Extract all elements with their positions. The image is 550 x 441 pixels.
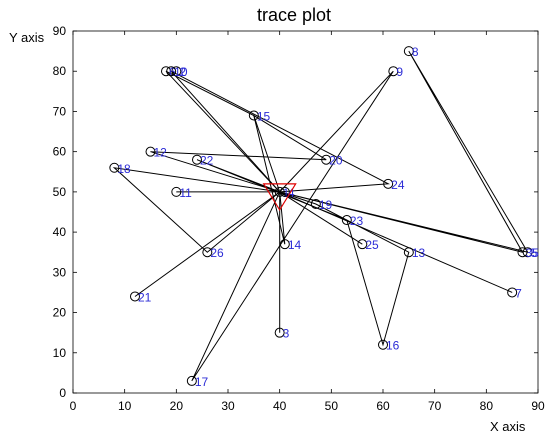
y-tick-label: 50	[53, 185, 67, 199]
point-marker	[357, 239, 368, 250]
route-line	[112, 167, 281, 253]
y-axis-label: Y axis	[9, 30, 45, 45]
y-tick-label: 10	[53, 346, 67, 360]
point-marker	[186, 375, 197, 386]
point-label: 21	[138, 290, 152, 304]
point-marker	[310, 198, 321, 209]
point-marker	[109, 162, 120, 173]
point-label: 2	[179, 65, 186, 79]
y-tick-label: 30	[53, 265, 67, 279]
y-tick-label: 70	[53, 104, 67, 118]
chart-title: trace plot	[257, 5, 331, 25]
point-label: 26	[210, 246, 224, 260]
point-label: 25	[365, 238, 379, 252]
point-label: 24	[391, 178, 405, 192]
y-tick-label: 0	[59, 386, 66, 400]
point-label: 10	[174, 65, 188, 79]
x-tick-label: 10	[118, 399, 132, 413]
point-label: 7	[515, 286, 522, 300]
route-line	[170, 70, 390, 193]
point-marker	[166, 66, 177, 77]
point-marker	[403, 46, 414, 57]
route-points: 1234567891011121314151617181920212223242…	[109, 45, 540, 389]
point-marker	[161, 66, 171, 77]
point-label: 8	[412, 45, 419, 59]
x-tick-label: 40	[273, 399, 287, 413]
route-line	[196, 159, 410, 347]
x-tick-label: 60	[376, 399, 390, 413]
point-marker	[383, 178, 394, 189]
point-label: 5	[531, 246, 538, 260]
depot-marker	[262, 183, 297, 212]
y-tick-label: 20	[53, 306, 67, 320]
x-tick-label: 80	[480, 399, 494, 413]
point-label: 4	[288, 186, 295, 200]
point-marker	[248, 110, 259, 121]
x-tick-label: 30	[221, 399, 235, 413]
point-marker	[522, 247, 533, 258]
point-marker	[192, 154, 202, 165]
point-marker	[171, 66, 182, 77]
point-label: 19	[319, 198, 333, 212]
point-marker	[378, 339, 388, 350]
point-marker	[403, 247, 414, 258]
point-label: 9	[396, 65, 403, 79]
point-label: 35	[526, 246, 540, 260]
route-line	[191, 70, 394, 382]
point-label: 22	[200, 154, 214, 168]
route-line	[279, 50, 529, 253]
y-tick-label: 90	[53, 24, 67, 38]
y-tick-label: 60	[53, 145, 67, 159]
point-marker	[341, 215, 352, 226]
y-tick-label: 40	[53, 225, 67, 239]
point-marker	[145, 146, 156, 157]
point-label: 14	[288, 238, 302, 252]
y-tick-label: 80	[53, 64, 67, 78]
point-marker	[202, 247, 213, 258]
point-label: 1	[283, 186, 290, 200]
point-marker	[388, 66, 399, 77]
point-marker	[274, 186, 285, 197]
point-label: 6	[169, 65, 176, 79]
point-label: 20	[329, 154, 343, 168]
point-label: 23	[350, 214, 364, 228]
plot-frame	[72, 30, 539, 394]
x-tick-label: 0	[70, 399, 77, 413]
route-line	[279, 191, 513, 293]
point-marker	[321, 154, 332, 165]
depot-triangle	[262, 183, 297, 212]
route-line	[165, 70, 286, 245]
point-marker	[130, 291, 140, 302]
x-axis-label: X axis	[490, 419, 526, 434]
x-tick-label: 20	[170, 399, 184, 413]
point-label: 17	[195, 375, 209, 389]
point-marker	[279, 239, 290, 250]
point-marker	[279, 186, 290, 197]
point-label: 3	[283, 327, 290, 341]
x-tick-label: 50	[325, 399, 339, 413]
point-marker	[274, 327, 285, 338]
point-label: 13	[412, 246, 426, 260]
x-tick-label: 70	[428, 399, 442, 413]
point-marker	[517, 247, 528, 258]
x-tick-label: 90	[531, 399, 545, 413]
point-label: 11	[179, 186, 192, 200]
route-line	[134, 191, 280, 297]
plot-axes: 0 10 20 30 40 50 60 70 80 90 0 10 20 30 40 50 60 70 80 90	[53, 24, 545, 413]
point-marker	[171, 186, 182, 197]
route-lines	[112, 50, 529, 382]
point-label: 12	[154, 146, 168, 160]
point-label: 15	[257, 109, 271, 123]
route-line	[150, 114, 327, 193]
point-marker	[507, 287, 518, 298]
point-label: 18	[117, 162, 131, 176]
point-label: 16	[386, 339, 400, 353]
route-line	[279, 191, 363, 245]
